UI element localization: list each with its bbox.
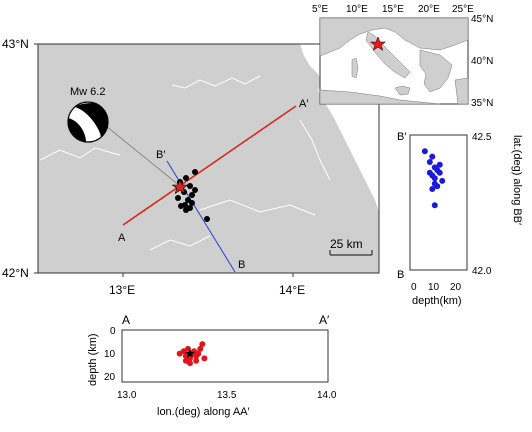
aa-event-dot [195,350,202,357]
aa-event-dot [182,357,189,364]
bb-ylabel: lat.(deg) along BB′ [511,135,523,225]
aa-event-dot [199,341,206,348]
inset-lon-label-25: 25°E [452,4,474,15]
lon-label-13: 13°E [109,283,135,297]
aa-event-dot [201,355,208,362]
bb-depth-tick-20: 20 [450,282,462,293]
aa-section-frame [121,329,329,383]
event-dot [192,187,198,193]
aa-event-dot [197,345,204,352]
north-africa [319,89,441,105]
scale-bar-label: 25 km [330,237,363,251]
bb-event-dot [426,159,433,165]
bb-event-dot [431,175,438,182]
aa-right-label: A′ [319,313,330,327]
aa-depth-tick-20: 20 [104,372,116,383]
bb-top-label: B′ [397,131,406,143]
focal-mechanism-beachball [67,101,109,143]
lat-label-42: 42°N [2,266,29,280]
aa-mainshock-star [185,348,195,358]
aa-lon-tick-13-5: 13.5 [217,390,237,401]
inset-lon-label-20: 20°E [418,4,440,15]
aa-event-dot [193,357,200,364]
profile-line-bb [166,160,236,273]
event-dot [178,203,184,209]
aa-ylabel: depth (km) [87,333,99,386]
inset-lon-label-15: 15°E [382,4,404,15]
focal-mechanism-connector [105,125,181,187]
profile-line-aa [122,105,297,226]
event-dot [187,205,193,211]
inset-location-star [369,36,387,51]
inset-lat-label-35: 35°N [471,98,493,109]
epicenter-star [171,179,189,195]
sardinia [351,57,359,79]
profile-bb-start-label: B [238,259,245,271]
aa-left-label: A [122,313,130,327]
aa-section: A A′ 0 10 20 13.0 13.5 14.0 lon.(deg) al… [87,313,337,418]
profile-aa-start-label: A [118,232,126,244]
inset-lat-label-40: 40°N [471,56,493,67]
bb-points [421,148,446,209]
aa-depth-tick-10: 10 [104,349,116,360]
main-map-ticks [34,43,294,277]
event-dot [189,192,195,198]
east-land [454,77,469,105]
inset-map: 5°E 10°E 15°E 20°E 25°E 45°N 40°N 35°N [312,4,493,109]
bb-event-dot [431,202,438,209]
bb-event-dot [439,177,446,184]
profile-bb-end-label: B′ [156,149,165,161]
bb-depth-tick-10: 10 [428,282,440,293]
event-dot [187,183,193,189]
bb-event-dot [429,153,436,160]
inset-lat-label-45: 45°N [471,14,493,25]
aa-xlabel: lon.(deg) along AA′ [157,406,250,418]
aa-depth-tick-0: 0 [110,326,116,337]
inset-lon-label-5: 5°E [312,4,329,15]
bb-event-dot [436,169,443,176]
event-dot [175,195,181,201]
aa-points [176,341,208,367]
land-area [38,44,379,273]
bb-section: B′ B 42.5 42.0 0 10 20 depth(km) lat.(de… [397,131,523,307]
rivers [39,75,331,251]
inset-lon-label-10: 10°E [346,4,368,15]
scale-bar [329,250,373,256]
bb-depth-tick-0: 0 [411,282,417,293]
bb-xlabel: depth(km) [412,295,462,307]
bb-lat-tick-bottom: 42.0 [472,266,492,277]
bb-event-dot [436,161,443,168]
bb-event-dot [434,183,441,190]
event-dot [189,200,195,206]
magnitude-label: Mw 6.2 [70,86,105,98]
aa-lon-tick-14-0: 14.0 [317,390,337,401]
event-dot [204,216,210,222]
event-dot [183,175,189,181]
bb-lat-tick-top: 42.5 [472,132,492,143]
event-dot [192,169,198,175]
lat-label-43: 43°N [2,37,29,51]
inset-landmass [319,17,469,105]
bb-event-dot [421,148,428,155]
profile-aa-end-label: A′ [299,98,308,110]
bb-section-frame [409,134,468,271]
bb-bottom-label: B [397,269,404,281]
lon-label-14: 14°E [279,283,305,297]
aa-lon-tick-13-0: 13.0 [117,390,137,401]
bb-event-dot [429,186,436,192]
sicily [394,85,411,96]
main-map-frame [37,43,380,274]
balkans [419,49,453,93]
